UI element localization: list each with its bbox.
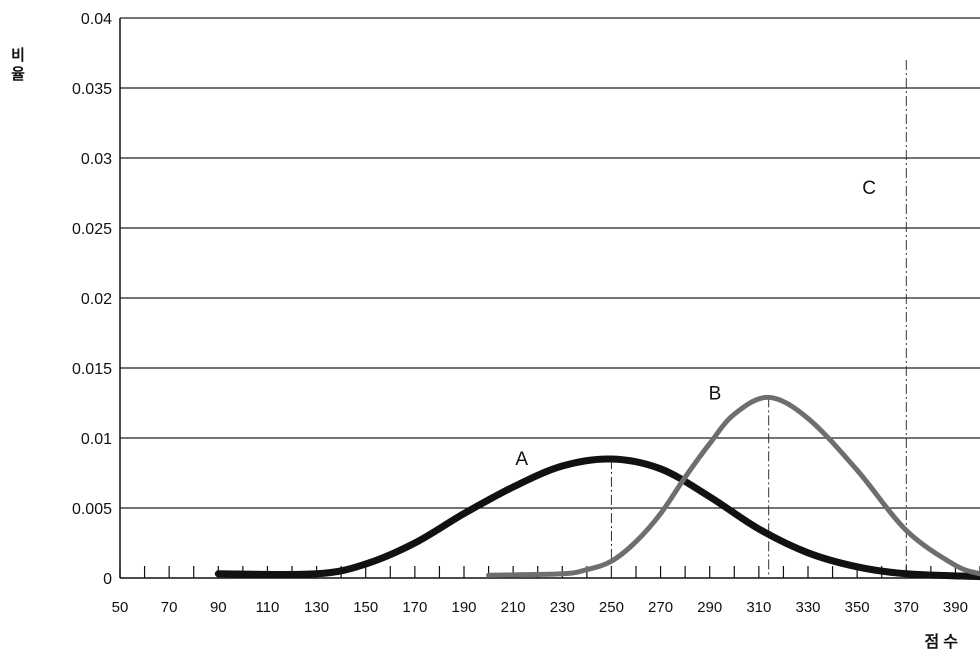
x-axis-title: 점수 [924,632,962,651]
x-tick-label: 250 [599,599,624,616]
y-tick-label: 0.04 [81,11,112,28]
x-tick-label: 270 [648,599,673,616]
x-tick-label: 290 [697,599,722,616]
y-tick-label: 0.03 [81,151,112,168]
y-tick-label: 0 [103,571,112,588]
x-tick-label: 210 [501,599,526,616]
x-tick-label: 50 [112,599,129,616]
x-tick-label: 330 [795,599,820,616]
x-tick-label: 70 [161,599,178,616]
y-tick-label: 0.035 [72,81,112,98]
reference-label: C [862,178,876,199]
series-label: A [515,449,528,470]
y-tick-label: 0.015 [72,361,112,378]
y-axis-title: 비율 [11,46,25,83]
x-tick-label: 110 [255,599,279,616]
series-line [486,394,980,578]
y-tick-label: 0.005 [72,501,112,518]
x-tick-label: 370 [894,599,919,616]
x-tick-label: 150 [353,599,378,616]
series-label: B [709,383,722,404]
x-tick-label: 310 [746,599,771,616]
y-tick-label: 0.02 [81,291,112,308]
x-tick-label: 130 [304,599,329,616]
x-tick-label: 350 [845,599,870,616]
x-tick-label: 170 [402,599,427,616]
x-tick-label: 90 [210,599,227,616]
x-tick-label: 190 [451,599,476,616]
x-tick-label: 230 [550,599,575,616]
series-line [214,455,980,581]
y-tick-label: 0.025 [72,221,112,238]
y-tick-label: 0.01 [81,431,112,448]
x-tick-label: 390 [943,599,968,616]
